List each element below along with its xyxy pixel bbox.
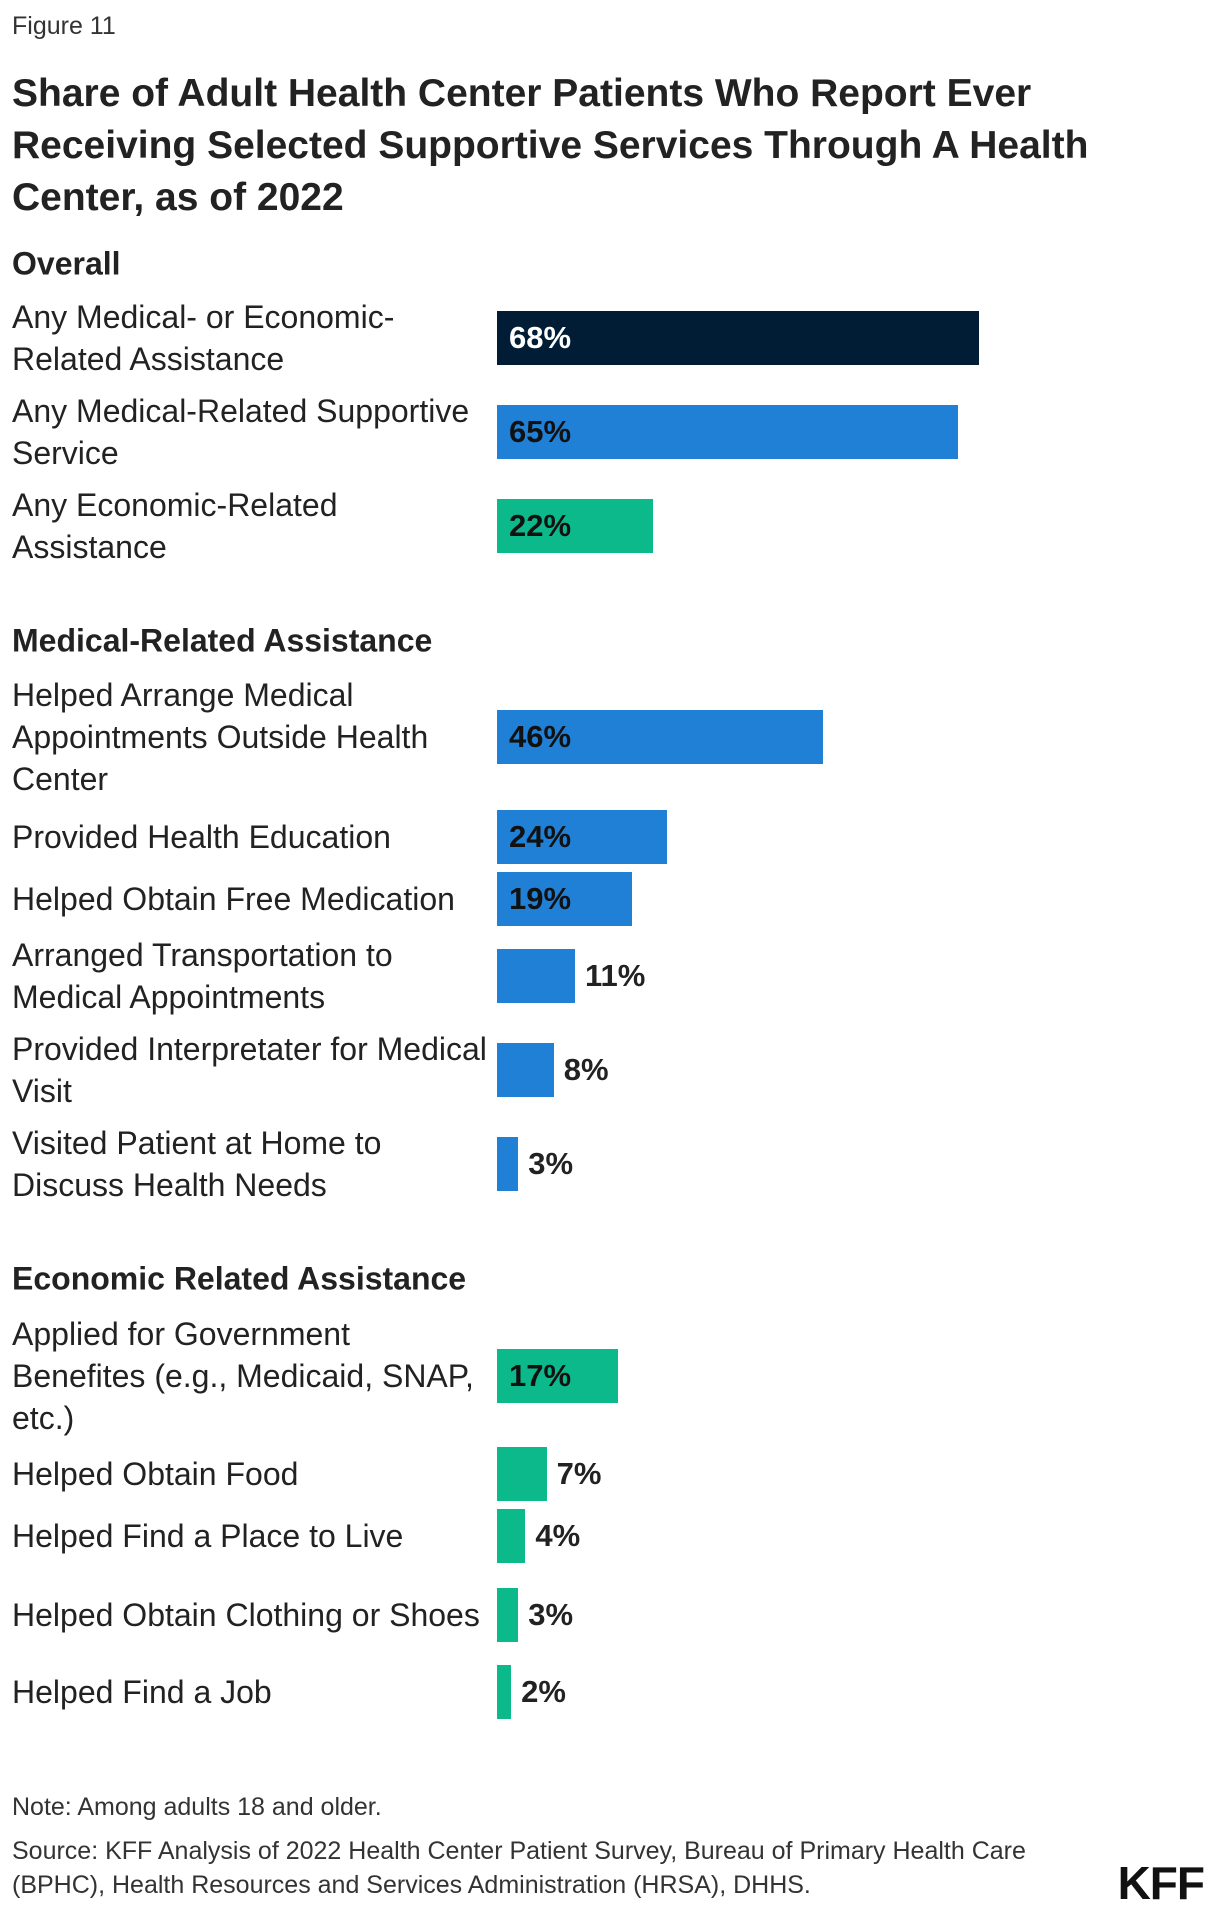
value-label: 46% xyxy=(509,719,572,754)
category-label: Helped Find a Place to Live xyxy=(12,1518,404,1554)
bar xyxy=(497,872,632,926)
bar xyxy=(497,710,824,764)
category-label: Helped Arrange Medical Appointments Outs… xyxy=(12,677,429,797)
bar xyxy=(497,1349,618,1403)
category-label: Visited Patient at Home to Discuss Healt… xyxy=(12,1125,382,1203)
value-label: 8% xyxy=(563,1052,609,1087)
value-label: 65% xyxy=(509,414,572,449)
category-label: Provided Interpretater for Medical Visit xyxy=(12,1031,487,1109)
bar xyxy=(497,1043,554,1097)
note: Note: Among adults 18 and older. xyxy=(12,1793,382,1821)
value-label: 19% xyxy=(509,881,572,916)
group-heading: Economic Related Assistance xyxy=(12,1260,467,1297)
bar xyxy=(497,1588,519,1642)
value-label: 3% xyxy=(528,1146,574,1181)
bar xyxy=(497,311,980,365)
value-label: 17% xyxy=(509,1358,572,1393)
category-label: Provided Health Education xyxy=(12,819,391,855)
category-label: Arranged Transportation to Medical Appoi… xyxy=(12,937,393,1015)
figure-label: Figure 11 xyxy=(12,12,116,40)
value-label: 7% xyxy=(556,1456,602,1491)
value-label: 11% xyxy=(584,958,646,993)
category-label: Any Medical-Related Supportive Service xyxy=(12,393,470,471)
bar xyxy=(497,1447,547,1501)
bar xyxy=(497,949,575,1003)
value-label: 68% xyxy=(509,320,572,355)
value-label: 2% xyxy=(521,1674,566,1709)
bar xyxy=(497,1665,512,1719)
chart-title: Share of Adult Health Center Patients Wh… xyxy=(12,72,1089,219)
category-label: Any Medical- or Economic-Related Assista… xyxy=(12,299,395,377)
category-label: Any Economic-Related Assistance xyxy=(12,487,338,565)
category-label: Helped Obtain Food xyxy=(12,1456,299,1492)
bar xyxy=(497,810,668,864)
source: Source: KFF Analysis of 2022 Health Cent… xyxy=(12,1837,1026,1899)
bar xyxy=(497,499,653,553)
category-label: Helped Obtain Clothing or Shoes xyxy=(12,1597,480,1633)
bar xyxy=(497,405,958,459)
group-heading: Medical-Related Assistance xyxy=(12,622,433,659)
category-label: Helped Find a Job xyxy=(12,1674,272,1710)
category-label: Helped Obtain Free Medication xyxy=(12,881,455,917)
bar xyxy=(497,1509,526,1563)
value-label: 24% xyxy=(509,819,572,854)
value-label: 22% xyxy=(509,508,572,543)
value-label: 4% xyxy=(535,1518,581,1553)
logo: KFF xyxy=(1117,1857,1205,1909)
group-heading: Overall xyxy=(12,245,121,282)
value-label: 3% xyxy=(528,1597,574,1632)
bar xyxy=(497,1137,519,1191)
category-label: Applied for Government Benefites (e.g., … xyxy=(12,1316,474,1436)
